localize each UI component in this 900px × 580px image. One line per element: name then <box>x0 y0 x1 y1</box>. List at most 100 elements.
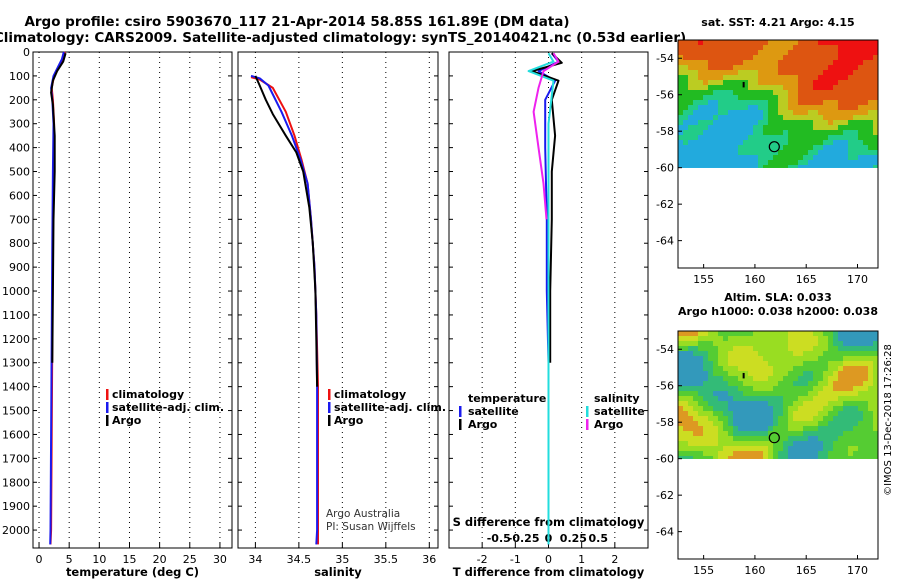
map-cell <box>863 426 869 432</box>
map-cell <box>843 95 849 101</box>
map-cell <box>783 130 789 136</box>
map-cell <box>863 165 869 168</box>
map-cell <box>683 160 689 166</box>
map-cell <box>818 70 824 76</box>
map-cell <box>803 85 809 91</box>
map-cell <box>798 371 804 377</box>
map-cell <box>863 341 869 347</box>
map-cell <box>738 396 744 402</box>
map-cell <box>688 431 694 437</box>
map-cell <box>713 65 719 71</box>
map-cell <box>848 346 854 352</box>
map-cell <box>803 105 809 111</box>
map-cell <box>783 411 789 417</box>
map-cell <box>753 351 759 357</box>
map-cell <box>833 406 839 412</box>
map-cell <box>763 451 769 457</box>
map-cell <box>738 155 744 161</box>
argo-position-marker <box>768 432 780 444</box>
map-cell <box>753 65 759 71</box>
map-cell <box>803 421 809 427</box>
legend-swatch <box>459 419 462 430</box>
map-cell <box>783 155 789 161</box>
map-cell <box>818 100 824 106</box>
map-cell <box>793 80 799 86</box>
map-cell <box>853 386 859 392</box>
map-cell <box>803 356 809 362</box>
map-cell <box>688 386 694 392</box>
map-cell <box>783 100 789 106</box>
map-cell <box>723 366 729 372</box>
map-cell <box>683 145 689 151</box>
map-cell <box>798 426 804 432</box>
map-cell <box>818 160 824 166</box>
map-cell <box>728 140 734 146</box>
map-cell <box>863 391 869 397</box>
map-cell <box>743 351 749 357</box>
map-cell <box>728 366 734 372</box>
map-cell <box>778 431 784 437</box>
map-cell <box>863 75 869 81</box>
map-cell <box>728 361 734 367</box>
map-cell <box>813 160 819 166</box>
map-cell <box>683 45 689 51</box>
map-cell <box>783 125 789 131</box>
map-cell <box>773 431 779 437</box>
map-cell <box>833 401 839 407</box>
map-cell <box>703 436 709 442</box>
map-cell <box>818 60 824 66</box>
map-cell <box>853 120 859 126</box>
map-cell <box>778 366 784 372</box>
map-cell <box>748 396 754 402</box>
map-cell <box>833 160 839 166</box>
map-cell <box>773 65 779 71</box>
map-cell <box>753 396 759 402</box>
map-cell <box>848 100 854 106</box>
map-cell <box>773 105 779 111</box>
map-cell <box>678 160 684 166</box>
map-cell <box>683 105 689 111</box>
map-cell <box>678 381 684 387</box>
map-cell <box>708 155 714 161</box>
map-cell <box>708 50 714 56</box>
map-cell <box>733 90 739 96</box>
map-cell <box>768 55 774 61</box>
map-cell <box>718 65 724 71</box>
map-cell <box>688 150 694 156</box>
map-cell <box>813 456 819 459</box>
map-cell <box>713 446 719 452</box>
map-cell <box>723 90 729 96</box>
map-cell <box>748 140 754 146</box>
map-cell <box>818 150 824 156</box>
map-cell <box>688 55 694 61</box>
map-cell <box>828 95 834 101</box>
map-cell <box>718 456 724 459</box>
map-cell <box>723 456 729 459</box>
map-cell <box>693 125 699 131</box>
map-cell <box>678 331 684 337</box>
map-cell <box>823 115 829 121</box>
map-cell <box>763 165 769 168</box>
map-cell <box>743 356 749 362</box>
map-cell <box>783 441 789 447</box>
map-cell <box>803 426 809 432</box>
map-cell <box>853 341 859 347</box>
map-cell <box>783 431 789 437</box>
map-cell <box>838 120 844 126</box>
map-cell <box>763 70 769 76</box>
map-cell <box>718 441 724 447</box>
map-cell <box>843 145 849 151</box>
map-cell <box>788 431 794 437</box>
map-cell <box>788 371 794 377</box>
map-cell <box>808 441 814 447</box>
map-cell <box>838 130 844 136</box>
map-cell <box>823 165 829 168</box>
map-cell <box>833 145 839 151</box>
map-cell <box>678 356 684 362</box>
map-cell <box>703 105 709 111</box>
map-cell <box>788 386 794 392</box>
map-cell <box>693 386 699 392</box>
map-cell <box>798 65 804 71</box>
map-cell <box>753 366 759 372</box>
map-cell <box>748 406 754 412</box>
